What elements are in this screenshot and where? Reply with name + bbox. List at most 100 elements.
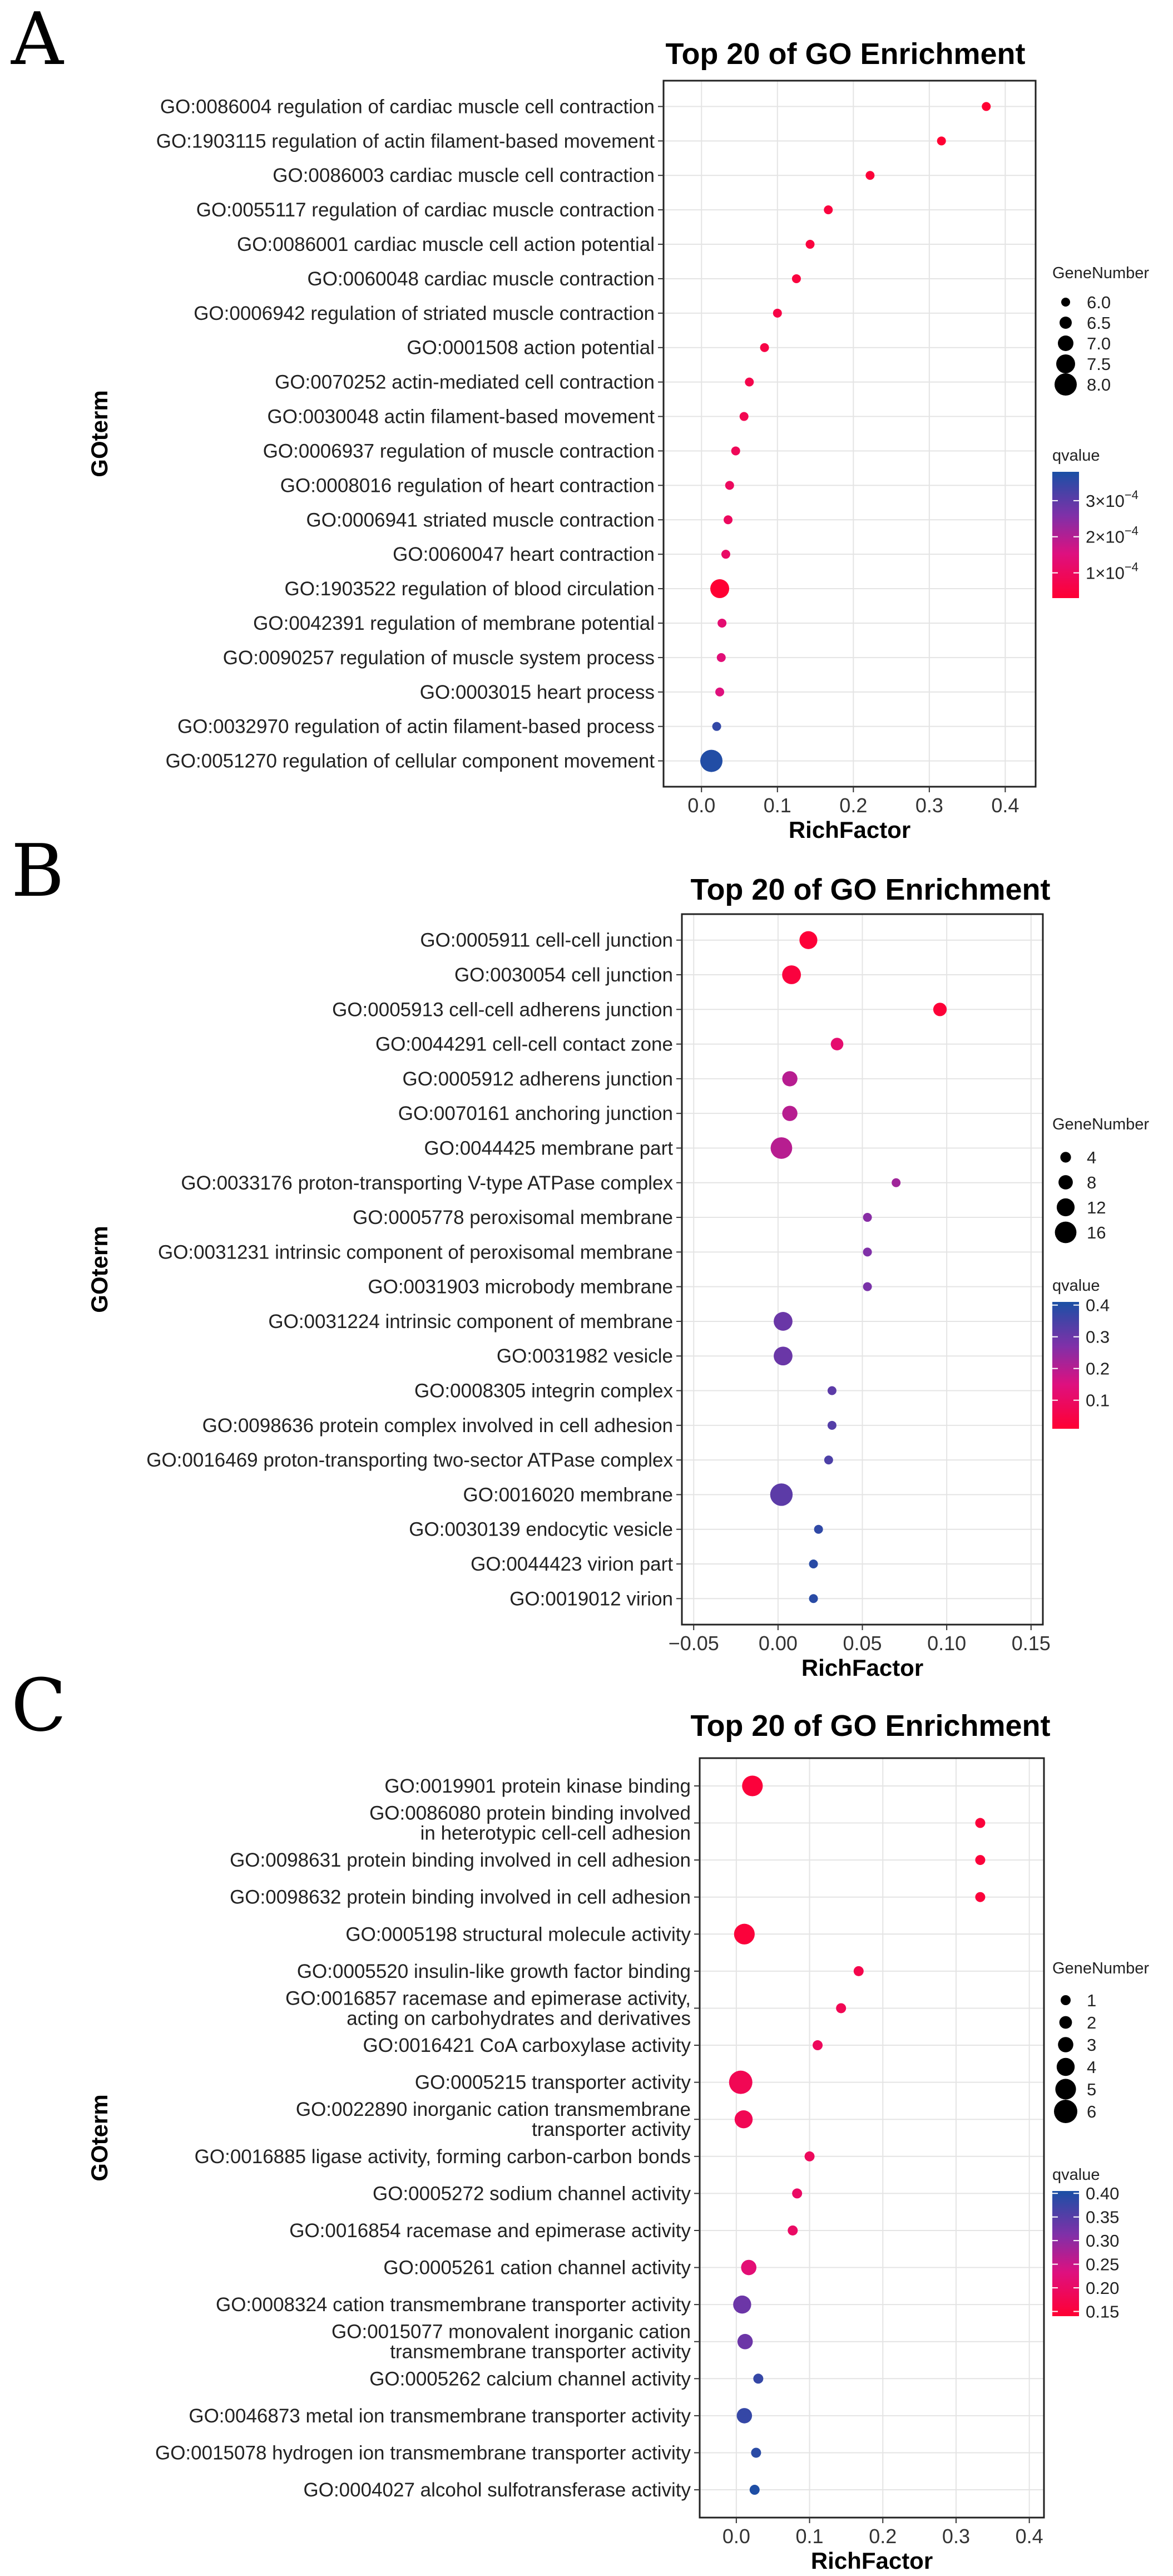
size-legend-dot [1060, 317, 1072, 329]
x-tick-label: 0.00 [759, 1632, 798, 1655]
data-point [712, 722, 721, 731]
size-legend-dot [1056, 354, 1075, 373]
term-label: GO:0019012 virion [509, 1588, 673, 1610]
data-point [749, 2485, 760, 2495]
term-label: GO:0005261 cation channel activity [383, 2257, 691, 2279]
data-point [751, 2447, 761, 2458]
data-point [827, 1420, 837, 1430]
chart-title: Top 20 of GO Enrichment [690, 873, 1050, 906]
data-point [937, 136, 946, 146]
data-point [814, 1524, 823, 1534]
data-point [782, 965, 801, 984]
x-axis-title: RichFactor [801, 1655, 923, 1681]
term-label: GO:0008016 regulation of heart contracti… [280, 475, 655, 496]
term-label: GO:0031224 intrinsic component of membra… [268, 1311, 673, 1333]
data-point [745, 377, 754, 387]
color-legend-title: qvalue [1052, 447, 1100, 465]
x-tick-label: 0.4 [991, 794, 1019, 817]
plot-area [664, 81, 1036, 787]
size-legend-dot [1056, 1198, 1075, 1217]
data-point [782, 1071, 798, 1087]
data-point [721, 550, 730, 559]
term-label: GO:0006941 striated muscle contraction [306, 509, 655, 531]
color-legend-label: 0.1 [1086, 1391, 1110, 1410]
color-legend-label: 0.15 [1086, 2302, 1119, 2322]
data-point [933, 1003, 947, 1016]
term-label: transmembrane transporter activity [390, 2341, 691, 2363]
size-legend-dot [1060, 1152, 1071, 1163]
x-tick-label: 0.4 [1016, 2525, 1043, 2548]
term-label: GO:0086001 cardiac muscle cell action po… [237, 234, 655, 255]
data-point [975, 1892, 986, 1902]
data-point [737, 2333, 753, 2350]
x-tick-label: 0.0 [687, 794, 715, 817]
term-label: GO:0015077 monovalent inorganic cation [331, 2321, 691, 2343]
data-point [791, 274, 801, 283]
term-label: GO:0098631 protein binding involved in c… [230, 1849, 691, 1871]
data-point [742, 1775, 763, 1797]
panel-letter: A [11, 0, 65, 81]
color-legend-label: 0.30 [1086, 2231, 1119, 2251]
data-point [792, 2188, 803, 2199]
color-legend-label: 0.20 [1086, 2278, 1119, 2298]
size-legend-label: 2 [1087, 2013, 1096, 2032]
data-point [827, 1386, 837, 1395]
data-point [736, 2408, 753, 2424]
data-point [975, 1818, 986, 1828]
data-point [710, 579, 730, 599]
term-label: transporter activity [532, 2119, 691, 2140]
term-label: GO:0060048 cardiac muscle contraction [308, 268, 655, 290]
term-label: GO:0005911 cell-cell junction [420, 930, 673, 951]
term-label: GO:0060047 heart contraction [393, 544, 655, 565]
data-point [717, 618, 727, 628]
color-legend-label: 0.3 [1086, 1328, 1110, 1347]
data-points [700, 102, 991, 772]
x-tick-label: 0.0 [722, 2525, 750, 2548]
size-legend-dot [1056, 2057, 1075, 2076]
term-label: GO:0044425 membrane part [424, 1137, 674, 1159]
size-legend-title: GeneNumber [1052, 1116, 1149, 1133]
size-legend-label: 16 [1087, 1223, 1106, 1242]
data-point [733, 2295, 751, 2314]
size-legend-label: 8.0 [1087, 375, 1111, 394]
x-tick-label: 0.15 [1012, 1632, 1051, 1655]
term-label: GO:0030054 cell junction [454, 964, 673, 986]
data-point [773, 308, 782, 318]
size-legend-dot [1055, 2079, 1076, 2100]
data-point [753, 2373, 764, 2384]
panel-b: B Top 20 of GO Enrichment GO:0005911 cell-… [11, 828, 1149, 1681]
term-label: GO:0030048 actin filament-based movement [268, 406, 655, 428]
term-label: GO:0030139 endocytic vesicle [409, 1519, 673, 1541]
term-label: GO:1903522 regulation of blood circulati… [285, 578, 655, 600]
data-point [799, 931, 818, 949]
data-point [716, 653, 726, 662]
data-point [982, 102, 991, 111]
plot-border [662, 80, 1037, 788]
size-legend-dot [1055, 373, 1077, 396]
color-legend-bar [1052, 472, 1079, 598]
term-label: GO:0005778 peroxisomal membrane [353, 1207, 673, 1228]
panel-a: A Top 20 of GO Enrichment GO:0086004 regul… [11, 0, 1149, 843]
data-point [715, 687, 725, 697]
term-label: GO:0003015 heart process [420, 682, 655, 703]
x-axis-title: RichFactor [789, 817, 910, 843]
term-label: GO:0032970 regulation of actin filament-… [177, 716, 655, 738]
x-tick-label: 0.1 [796, 2525, 824, 2548]
size-legend-label: 4 [1087, 1148, 1096, 1167]
term-label: GO:0016857 racemase and epimerase activi… [285, 1987, 691, 2009]
term-label: GO:0005520 insulin-like growth factor bi… [297, 1961, 691, 1982]
size-legend-dot [1058, 1175, 1073, 1190]
data-point [863, 1213, 872, 1222]
plot-border [699, 1757, 1045, 2519]
size-legend-label: 12 [1087, 1198, 1106, 1217]
term-label: GO:0044423 virion part [471, 1553, 673, 1575]
x-tick-label: 0.3 [915, 794, 943, 817]
x-tick-label: −0.05 [669, 1632, 719, 1655]
term-label: GO:0046873 metal ion transmembrane trans… [189, 2405, 691, 2427]
data-point [734, 2110, 753, 2129]
y-axis-title: GOterm [86, 2094, 112, 2181]
color-legend-label: 0.2 [1086, 1359, 1110, 1379]
term-label: GO:0033176 proton-transporting V-type AT… [181, 1172, 673, 1194]
data-point [788, 2225, 798, 2236]
data-points [729, 1775, 986, 2495]
